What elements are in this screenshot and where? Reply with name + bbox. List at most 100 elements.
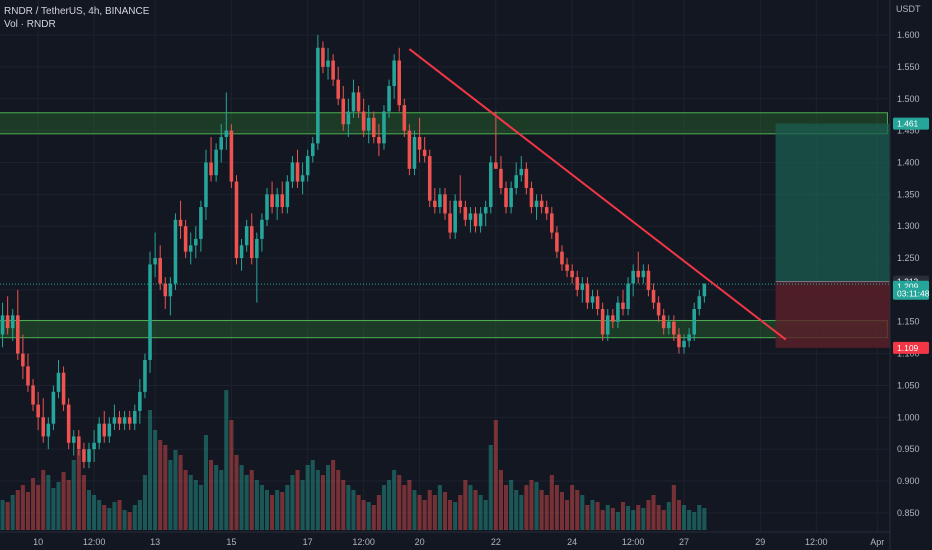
volume-bar: [97, 500, 102, 530]
volume-bar: [102, 505, 107, 530]
candle-body: [122, 417, 127, 424]
candle-body: [692, 309, 696, 335]
volume-bar: [224, 390, 229, 530]
volume-bar: [107, 508, 112, 530]
candle-body: [153, 258, 157, 265]
price-axis-panel[interactable]: [890, 0, 932, 532]
volume-bar: [270, 495, 275, 530]
volume-bar: [300, 480, 305, 530]
stop-price-tag: [893, 341, 929, 354]
price-tick-label: 1.300: [897, 221, 920, 231]
candle-body: [229, 130, 234, 182]
candle-body: [199, 207, 203, 239]
candle-body: [565, 264, 569, 271]
volume-bar: [478, 495, 483, 530]
volume-bar: [234, 455, 239, 530]
volume-bar: [173, 450, 178, 530]
drawings[interactable]: [408, 48, 787, 341]
volume-bar: [371, 505, 376, 530]
candle-body: [316, 47, 320, 144]
candle-body: [488, 162, 493, 208]
volume-indicator-label[interactable]: Vol · RNDR: [4, 19, 56, 30]
candle-body: [636, 270, 641, 278]
volume-bar: [488, 445, 493, 530]
volume-bar: [646, 500, 651, 530]
volume-bar: [76, 450, 81, 530]
candle-body: [697, 296, 702, 310]
volume-bar: [503, 485, 509, 530]
volume-bar: [498, 470, 503, 530]
volume-bar: [661, 510, 666, 530]
price-tick-label: 1.450: [897, 126, 920, 136]
volume-bar: [71, 460, 76, 530]
volume-bars: [0, 390, 707, 530]
volume-bar: [51, 488, 56, 530]
time-tick-label: 12:00: [805, 537, 828, 547]
volume-bar: [702, 508, 707, 530]
volume-bar: [214, 465, 219, 530]
time-tick-label: 17: [303, 537, 313, 547]
candle-body: [499, 168, 503, 188]
candle-body: [285, 181, 290, 208]
time-tick-label: 27: [679, 537, 689, 547]
volume-bar: [687, 510, 692, 530]
volume-bar: [158, 440, 163, 530]
time-axis-panel[interactable]: [0, 532, 932, 550]
volume-bar: [346, 485, 351, 530]
candle-body: [433, 200, 437, 208]
candle-body: [163, 283, 168, 297]
volume-bar: [341, 480, 346, 530]
candle-body: [183, 226, 188, 252]
candle-body: [41, 417, 46, 437]
long-position-tool[interactable]: [0, 123, 890, 348]
candle-body: [595, 296, 600, 310]
resistance-zone: [0, 112, 888, 135]
price-tick-label: 1.400: [897, 157, 920, 167]
time-tick-label: 13: [150, 537, 160, 547]
volume-bar: [81, 475, 86, 530]
candle-body: [524, 168, 529, 188]
candle-body: [36, 404, 40, 418]
price-zones[interactable]: [0, 112, 888, 339]
time-tick-label: 15: [226, 537, 236, 547]
volume-bar: [66, 480, 71, 530]
volume-bar: [325, 465, 331, 530]
candle-body: [611, 315, 615, 322]
volume-bar: [239, 465, 244, 530]
candle-body: [341, 98, 346, 125]
candle-body: [651, 289, 656, 303]
price-tick-label: 0.950: [897, 444, 920, 454]
candle-body: [494, 162, 498, 169]
candle-body: [666, 321, 671, 329]
volume-bar: [509, 480, 514, 530]
volume-bar: [473, 490, 478, 530]
target-price-tag-label: 1.461: [897, 119, 919, 129]
candle-body: [148, 264, 152, 360]
candle-body: [407, 130, 412, 169]
target-price-tag: [893, 117, 929, 130]
candle-body: [351, 92, 356, 112]
candle-body: [255, 238, 259, 259]
symbol-title[interactable]: RNDR / TetherUS, 4h, BINANCE: [4, 6, 150, 17]
volume-bar: [219, 470, 224, 530]
volume-bar: [631, 510, 636, 530]
volume-bar: [565, 500, 570, 530]
volume-bar: [529, 480, 534, 530]
chart-legend: RNDR / TetherUS, 4h, BINANCE Vol · RNDR: [4, 5, 149, 31]
candle-body: [173, 219, 178, 284]
candle-body: [77, 436, 81, 450]
candle-body: [621, 302, 625, 310]
volume-bar: [36, 485, 41, 530]
volume-bar: [168, 460, 173, 530]
volume-bar: [117, 500, 122, 530]
downtrend-line: [408, 48, 787, 341]
volume-bar: [209, 460, 214, 530]
volume-bar: [153, 430, 158, 530]
volume-bar: [397, 475, 402, 530]
volume-bar: [320, 475, 325, 530]
candle-body: [305, 156, 310, 176]
volume-bar: [392, 470, 397, 530]
time-tick-label: 12:00: [352, 537, 375, 547]
volume-bar: [41, 470, 46, 530]
